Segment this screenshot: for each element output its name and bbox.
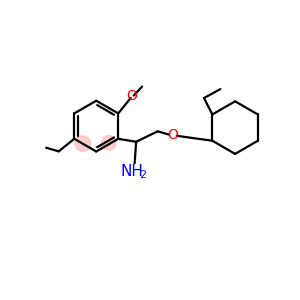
Text: O: O (127, 89, 137, 103)
Text: 2: 2 (140, 169, 147, 180)
Circle shape (75, 136, 91, 152)
Circle shape (102, 136, 116, 150)
Text: NH: NH (121, 164, 144, 179)
Text: O: O (168, 128, 178, 142)
